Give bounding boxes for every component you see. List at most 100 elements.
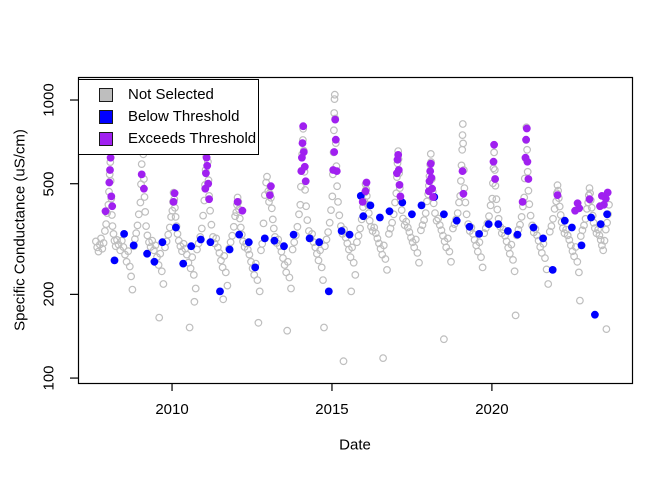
data-point — [288, 245, 297, 254]
data-point — [125, 262, 134, 271]
data-point — [228, 231, 237, 240]
data-point — [327, 206, 335, 215]
data-point — [576, 296, 584, 305]
data-point — [260, 234, 269, 243]
data-point — [185, 323, 194, 332]
data-point — [302, 202, 311, 211]
data-point — [301, 185, 310, 194]
data-point — [330, 126, 338, 135]
data-point — [255, 287, 264, 296]
data-point — [190, 297, 199, 306]
data-point — [189, 271, 198, 279]
data-point — [420, 216, 429, 225]
data-point — [362, 178, 371, 187]
legend: Not Selected Below Threshold Exceeds Thr… — [78, 79, 259, 155]
data-point — [279, 254, 287, 263]
data-point — [485, 212, 493, 221]
data-point — [257, 246, 265, 255]
data-point — [361, 187, 370, 196]
data-point — [494, 220, 503, 229]
data-point — [568, 223, 576, 232]
data-point — [233, 198, 242, 206]
data-point — [295, 210, 303, 219]
data-point — [553, 191, 562, 200]
data-point — [459, 139, 468, 148]
data-point — [253, 276, 262, 285]
data-point — [173, 229, 182, 238]
data-point — [137, 160, 146, 169]
data-point — [202, 169, 210, 178]
data-point — [251, 263, 260, 272]
data-point — [157, 267, 166, 276]
data-point — [596, 235, 605, 244]
data-point — [263, 172, 271, 181]
data-point — [408, 210, 416, 219]
legend-item-below-threshold: Below Threshold — [79, 108, 258, 126]
data-point — [156, 249, 165, 258]
data-point — [102, 220, 110, 229]
data-point — [533, 231, 541, 240]
data-point — [421, 209, 430, 218]
legend-item-exceeds-threshold: Exceeds Threshold — [79, 130, 258, 148]
data-point — [453, 209, 462, 218]
data-point — [107, 211, 116, 219]
data-point — [120, 230, 128, 238]
y-tick-label: 500 — [40, 171, 58, 197]
data-point — [585, 184, 594, 193]
y-axis-title: Specific Conductance (uS/cm) — [11, 129, 29, 331]
data-point — [129, 241, 138, 250]
data-point — [100, 227, 109, 235]
data-point — [122, 257, 131, 266]
data-point — [333, 182, 342, 191]
data-point — [339, 357, 348, 366]
data-point — [316, 246, 325, 255]
data-point — [285, 273, 294, 282]
data-point — [191, 284, 200, 293]
data-point — [573, 257, 582, 266]
data-point — [187, 242, 196, 251]
data-point — [428, 184, 436, 193]
data-point — [490, 166, 499, 174]
data-point — [457, 176, 465, 185]
data-point — [385, 229, 393, 238]
data-point — [563, 231, 572, 240]
data-point — [549, 214, 557, 223]
data-point — [475, 230, 483, 238]
data-point — [603, 218, 611, 227]
data-point — [354, 231, 363, 240]
data-point — [477, 253, 485, 262]
data-point — [403, 223, 412, 232]
data-point — [347, 287, 356, 296]
data-point — [298, 139, 307, 148]
data-point — [539, 234, 547, 243]
data-point — [555, 202, 564, 211]
data-point — [303, 216, 312, 225]
data-point — [529, 223, 538, 232]
data-point — [356, 224, 365, 233]
data-point — [207, 220, 216, 229]
data-point — [143, 249, 152, 258]
data-point — [206, 238, 215, 247]
data-point — [320, 323, 328, 332]
data-point — [493, 205, 502, 214]
data-point — [443, 234, 452, 243]
legend-item-not-selected: Not Selected — [79, 86, 258, 104]
data-point — [299, 122, 308, 131]
data-point — [429, 193, 437, 201]
data-point — [365, 216, 374, 225]
data-point — [283, 257, 292, 266]
data-point — [179, 259, 188, 268]
data-point — [366, 201, 375, 210]
data-point — [235, 230, 244, 239]
data-point — [155, 313, 164, 322]
data-point — [449, 224, 457, 233]
data-point — [231, 212, 240, 221]
data-point — [221, 268, 230, 277]
data-point — [335, 211, 344, 220]
data-point — [601, 194, 610, 203]
y-tick-label: 200 — [40, 281, 58, 307]
data-point — [328, 192, 337, 201]
data-point — [322, 235, 331, 244]
data-point — [507, 240, 516, 249]
